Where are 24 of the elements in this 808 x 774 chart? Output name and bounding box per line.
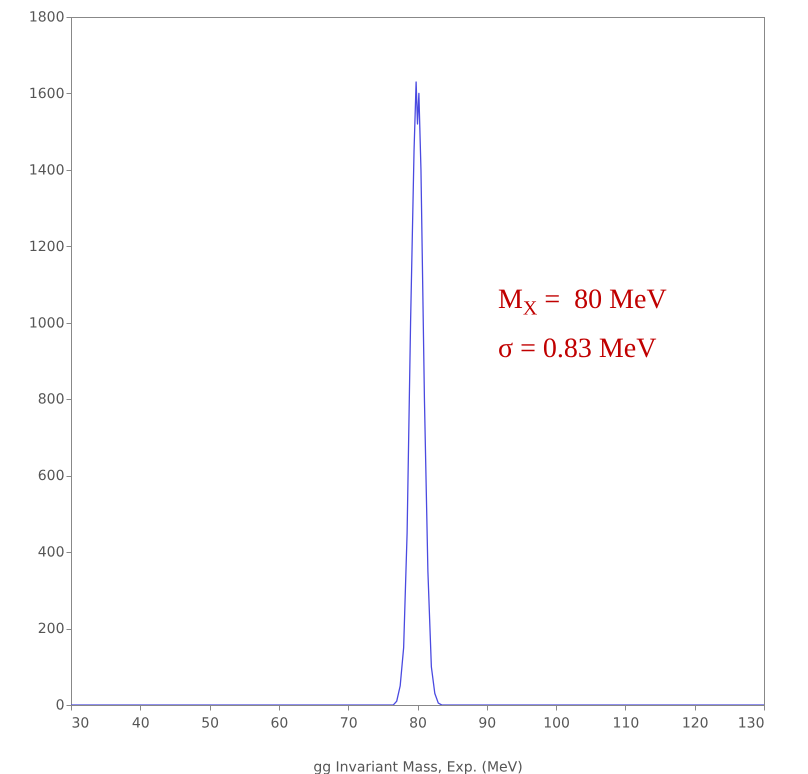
y-tick-label: 1400 (28, 162, 64, 178)
y-tick-label: 400 (38, 544, 64, 561)
annotation: σ = 0.83 MeV (498, 332, 656, 364)
y-tick-label: 200 (38, 621, 64, 638)
y-tick-label: 0 (56, 698, 64, 714)
y-tick-label: 800 (38, 392, 64, 408)
y-tick-label: 1200 (28, 238, 64, 255)
x-tick-label: 110 (612, 716, 640, 732)
x-tick-label: 70 (340, 716, 358, 732)
y-tick-label: 1000 (28, 315, 64, 332)
x-tick-label: 80 (409, 716, 427, 732)
x-tick-label: 90 (478, 716, 496, 732)
y-tick-label: 1800 (28, 10, 64, 26)
line-series (71, 81, 764, 705)
x-tick-label: 40 (132, 716, 150, 732)
x-tick-label: 30 (72, 716, 90, 732)
x-tick-label: 120 (682, 716, 709, 732)
x-tick-label: 100 (543, 716, 570, 732)
annotation: M$_{X}$ = 80 MeV (498, 284, 667, 320)
y-tick-label: 600 (38, 468, 64, 484)
y-tick-label: 1600 (28, 86, 64, 102)
x-tick-label: 130 (738, 716, 764, 732)
x-tick-label: 60 (270, 716, 288, 732)
x-tick-label: 50 (201, 716, 220, 732)
